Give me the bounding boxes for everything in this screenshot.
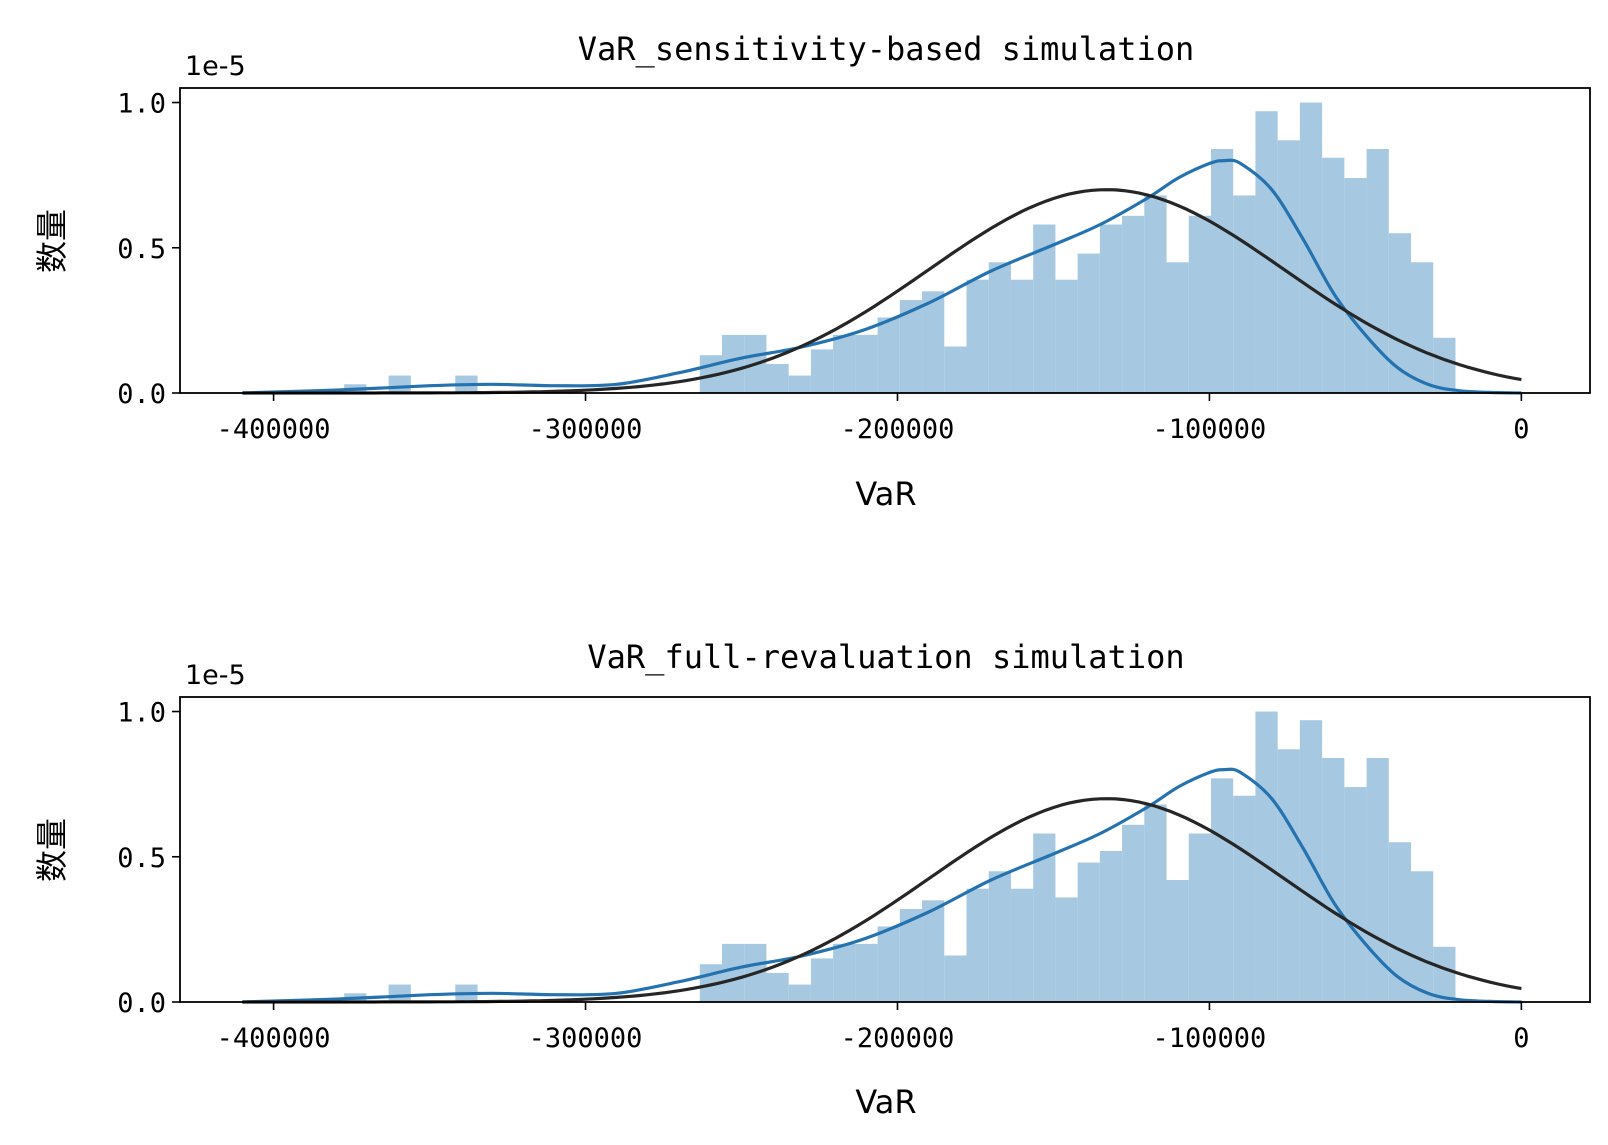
histogram-bar [1388,233,1412,393]
histogram-bar [1122,824,1145,1002]
y-offset-label: 1e-5 [185,660,246,691]
histogram-bar [722,943,745,1002]
histogram-bar [1433,946,1456,1002]
histogram-bar [855,943,878,1002]
histogram-bar [1144,804,1167,1002]
histogram-bar [855,334,878,393]
histogram-bar [1033,224,1056,393]
histogram-bars [344,102,1456,394]
x-tick-label: -300000 [529,1023,643,1054]
histogram-bar [1210,149,1234,393]
x-tick-label: 0 [1513,1023,1529,1054]
histogram-bar [988,871,1011,1002]
histogram-bar [833,943,856,1002]
y-axis-label: 数量 [33,209,71,273]
histogram-bar [1233,195,1256,393]
histogram-bar [810,349,834,393]
histogram-bar [1344,787,1367,1002]
histogram-bars [344,711,1456,1002]
histogram-bar [388,375,411,393]
x-tick-label: -400000 [217,1023,331,1054]
kde-curve [242,158,1522,395]
x-axis-label: VaR [855,1083,916,1121]
histogram-bar [788,984,811,1002]
axes-frame [179,87,1591,394]
histogram-bar [766,363,789,393]
histogram-bar [1322,157,1345,393]
x-ticks: -400000 -300000 -200000 -100000 0 [217,1002,1530,1054]
y-tick-label: 1.0 [117,698,166,729]
histogram-bar [1010,888,1034,1002]
y-ticks: 0.0 0.5 1.0 [117,89,180,410]
x-tick-label: -200000 [841,1023,955,1054]
x-tick-label: -200000 [841,414,955,445]
histogram-bar [1255,111,1278,393]
x-tick-label: -100000 [1153,414,1267,445]
histogram-bar [877,926,900,1002]
chart-title: VaR_full-revaluation simulation [587,638,1184,676]
histogram-bar [1033,833,1056,1002]
histogram-bar [1099,850,1123,1002]
histogram-bar [788,375,811,393]
histogram-bar [1188,215,1211,393]
histogram-bar [966,888,989,1002]
histogram-bar [388,984,411,1002]
histogram-bar [944,955,967,1002]
x-axis-label: VaR [855,475,916,513]
histogram-bar [810,958,834,1002]
histogram-bar [1122,215,1145,393]
histogram-bar [1344,178,1367,393]
x-tick-label: -400000 [217,414,331,445]
histogram-bar [1433,337,1456,393]
y-offset-label: 1e-5 [185,51,246,82]
histogram-bar [922,900,945,1002]
histogram-bar [1411,871,1434,1002]
histogram-bar [1055,279,1078,393]
histogram-bar [988,262,1011,393]
histogram-bar [1210,778,1234,1002]
histogram-bar [877,317,900,393]
histogram-bar [966,279,989,393]
histogram-bar [899,909,923,1002]
histogram-bar [833,334,856,393]
y-tick-label: 0.0 [117,379,166,410]
y-tick-label: 0.5 [117,234,166,265]
kde-curve [242,767,1522,1004]
histogram-bar [1055,897,1078,1002]
y-tick-label: 0.5 [117,843,166,874]
y-tick-label: 0.0 [117,988,166,1019]
histogram-bar [1322,758,1345,1002]
histogram-bar [1077,862,1100,1002]
histogram-bar [1077,253,1100,393]
histogram-bar [1188,833,1211,1002]
subplot-full-revaluation: VaR_full-revaluation simulation 1e-5 VaR… [33,638,1591,1121]
y-ticks: 0.0 0.5 1.0 [117,698,180,1019]
histogram-bar [1388,842,1412,1002]
histogram-bar [1144,195,1167,393]
subplot-sensitivity-based: VaR_sensitivity-based simulation 1e-5 Va… [33,30,1591,513]
x-tick-label: -300000 [529,414,643,445]
histogram-bar [1255,711,1278,1002]
histogram-bar [1233,795,1256,1002]
chart-title: VaR_sensitivity-based simulation [578,30,1195,68]
y-tick-label: 1.0 [117,89,166,120]
x-tick-label: -100000 [1153,1023,1267,1054]
y-axis-label: 数量 [33,818,71,882]
histogram-bar [766,972,789,1002]
histogram-bar [944,346,967,393]
x-ticks: -400000 -300000 -200000 -100000 0 [217,393,1530,445]
histogram-bar [922,291,945,393]
axes-frame [179,696,1591,1003]
x-tick-label: 0 [1513,414,1529,445]
histogram-bar [1411,262,1434,393]
histogram-bar [722,334,745,393]
histogram-bar [1010,279,1034,393]
histogram-bar [1099,224,1123,393]
histogram-bar [899,300,923,393]
histogram-bar [1299,102,1323,394]
histogram-bar [1166,262,1189,393]
histogram-bar [1166,880,1189,1002]
